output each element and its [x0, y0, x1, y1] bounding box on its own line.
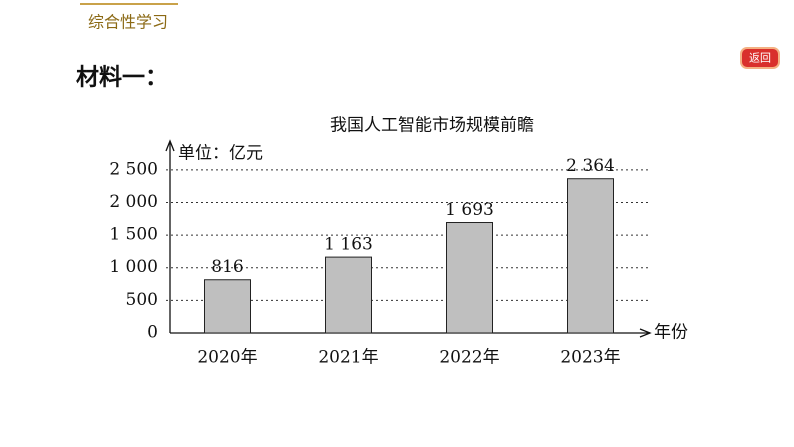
chart-title: 我国人工智能市场规模前瞻 [330, 116, 534, 136]
heading: 材料一： [76, 65, 168, 91]
x-axis-label: 年份 [654, 323, 688, 343]
back-button-bg[interactable] [740, 47, 780, 69]
bar [204, 279, 251, 334]
value-label: 2 364 [566, 156, 615, 176]
bar [446, 222, 493, 334]
y-axis-arrow [165, 139, 175, 152]
y-axis-label: 单位：亿元 [178, 144, 263, 164]
value-label: 1 693 [445, 200, 494, 220]
x-tick-label: 2020年 [197, 348, 257, 368]
x-tick-label: 2021年 [318, 348, 378, 368]
x-axis-arrow [639, 328, 652, 338]
back-button-label[interactable]: 返回 [749, 52, 771, 65]
x-tick-label: 2023年 [560, 348, 620, 368]
y-tick-label: 2 000 [109, 192, 158, 212]
y-tick-label: 0 [147, 323, 158, 343]
y-tick-label: 2 500 [109, 159, 158, 179]
y-tick-label: 500 [126, 290, 158, 310]
y-tick-label: 1 000 [109, 257, 158, 277]
back-button[interactable]: 返回 [740, 47, 780, 69]
value-label: 816 [211, 257, 243, 277]
bar [567, 178, 614, 334]
value-label: 1 163 [324, 235, 373, 255]
section-title: 综合性学习 [88, 13, 168, 32]
bar [325, 256, 372, 334]
y-tick-label: 1 500 [109, 225, 158, 245]
x-tick-label: 2022年 [439, 348, 499, 368]
